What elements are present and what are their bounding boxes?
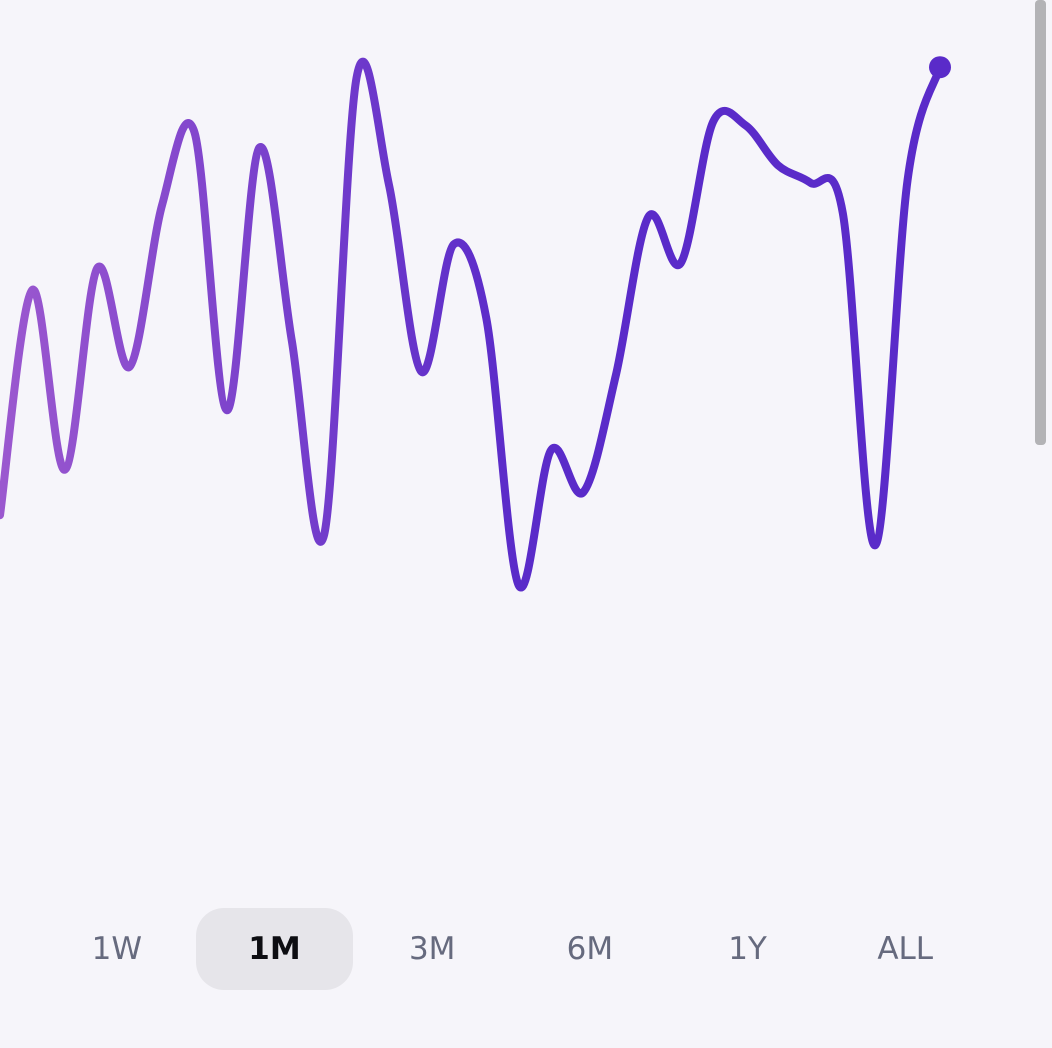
period-tabs: 1W 1M 3M 6M 1Y ALL [38,908,984,990]
period-tab[interactable]: 6M [511,908,669,990]
price-line [0,57,944,592]
period-tab[interactable]: 1W [38,908,196,990]
period-tab[interactable]: ALL [826,908,984,990]
period-tab[interactable]: 1M [195,908,354,990]
scrollbar[interactable] [1035,0,1046,445]
last-point [929,56,951,79]
period-tab[interactable]: 3M [353,908,511,990]
chart [0,56,951,592]
period-tab[interactable]: 1Y [669,908,827,990]
